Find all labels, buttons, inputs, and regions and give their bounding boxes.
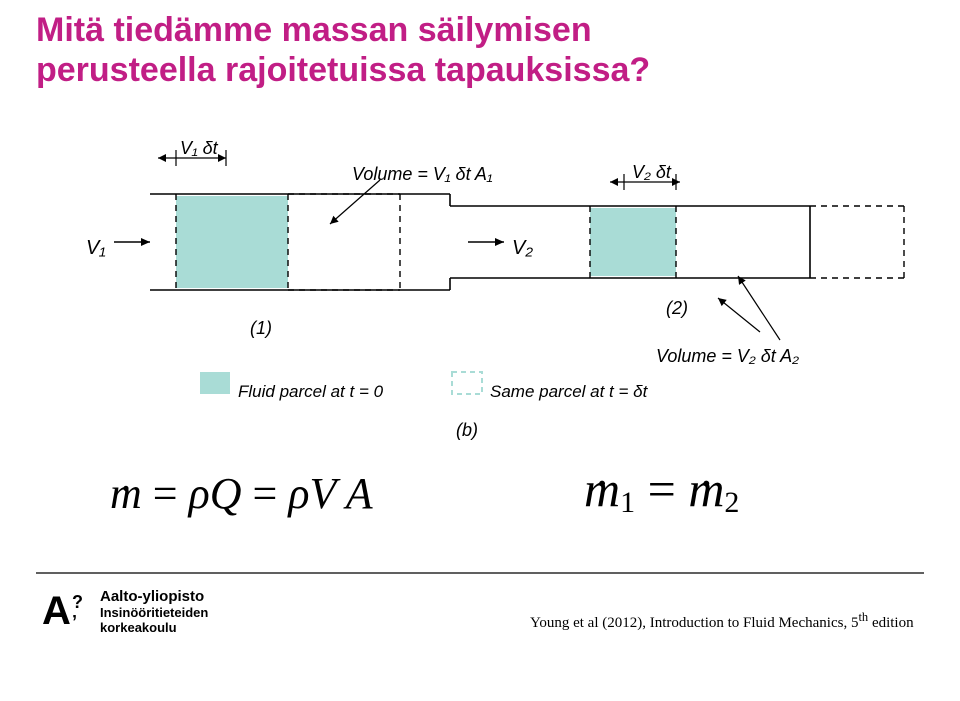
logo-dept-2: korkeakoulu	[100, 621, 208, 636]
equation-continuity: m·1 = m·2	[584, 460, 739, 520]
logo-uni-name: Aalto-yliopisto	[100, 588, 208, 605]
svg-text:V₂ δt: V₂ δt	[632, 162, 672, 182]
svg-text:’: ’	[72, 612, 77, 632]
page-title: Mitä tiedämme massan säilymisenperusteel…	[36, 10, 650, 90]
svg-text:V₁ δt: V₁ δt	[180, 138, 219, 158]
footer-divider	[0, 572, 960, 574]
svg-text:(1): (1)	[250, 318, 272, 338]
svg-text:?: ?	[72, 592, 83, 612]
svg-text:Volume = V₁ δt A₁: Volume = V₁ δt A₁	[352, 164, 493, 184]
svg-text:(2): (2)	[666, 298, 688, 318]
svg-text:Same parcel at t = δt: Same parcel at t = δt	[490, 382, 649, 401]
svg-text:Fluid parcel at t = 0: Fluid parcel at t = 0	[238, 382, 384, 401]
citation: Young et al (2012), Introduction to Flui…	[530, 610, 914, 632]
svg-text:Volume = V₂ δt A₂: Volume = V₂ δt A₂	[656, 346, 799, 366]
logo-dept-1: Insinööritieteiden	[100, 606, 208, 621]
title-line-1: Mitä tiedämme massan säilymisen	[36, 10, 650, 50]
svg-text:V₂: V₂	[512, 237, 533, 259]
svg-text:(b): (b)	[456, 420, 478, 440]
title-line-2: perusteella rajoitetuissa tapauksissa?	[36, 50, 650, 90]
equation-mass-flow: m· = ρQ = ρV A	[110, 468, 373, 519]
svg-text:V₁: V₁	[86, 237, 106, 259]
svg-text:A: A	[42, 589, 71, 633]
continuity-diagram: V₁ δt V₁ Volume = V₁ δt A₁ V₂ V₂ δt (2) (1) Vol…	[60, 130, 920, 460]
aalto-logo: A?’ Aalto-yliopistoInsinööritieteidenkork…	[42, 588, 208, 636]
aalto-logo-icon: A?’	[42, 588, 90, 636]
